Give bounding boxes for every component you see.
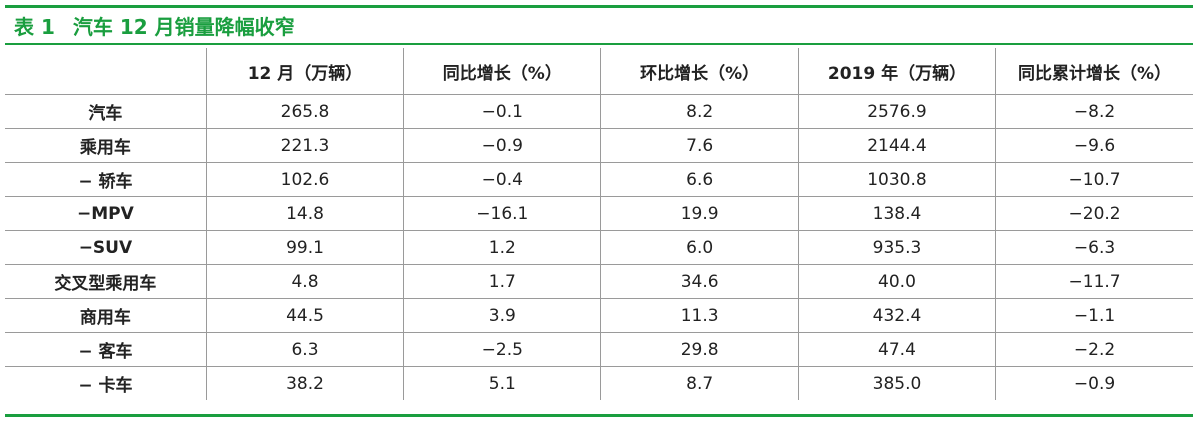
bottom-rule [5, 414, 1193, 417]
data-cell: 6.6 [600, 162, 799, 197]
row-label-cell: 乘用车 [5, 128, 207, 163]
data-cell: −6.3 [995, 230, 1193, 265]
row-label-cell: − 客车 [5, 332, 207, 367]
table-body: 汽车 265.8 −0.1 8.2 2576.9 −8.2 乘用车 221.3 −0.9 7.6 2… [5, 94, 1193, 400]
header-cell-cumulative-yoy: 同比累计增长（%） [995, 48, 1193, 95]
data-cell: −0.4 [403, 162, 602, 197]
data-cell: −16.1 [403, 196, 602, 231]
data-cell: −9.6 [995, 128, 1193, 163]
row-label-cell: −MPV [5, 196, 207, 231]
data-cell: 1030.8 [797, 162, 997, 197]
data-cell: 2144.4 [797, 128, 997, 163]
data-cell: 2576.9 [797, 94, 997, 129]
data-cell: −0.9 [403, 128, 602, 163]
data-cell: −0.1 [403, 94, 602, 129]
table-title-text: 汽车 12 月销量降幅收窄 [72, 15, 295, 39]
data-cell: 19.9 [600, 196, 799, 231]
header-cell-category [5, 48, 207, 95]
data-cell: 38.2 [205, 366, 405, 400]
data-cell: 44.5 [205, 298, 405, 333]
row-label-cell: − 卡车 [5, 366, 207, 400]
data-cell: −11.7 [995, 264, 1193, 299]
row-label-cell: 汽车 [5, 94, 207, 129]
data-cell: 1.2 [403, 230, 602, 265]
data-cell: 265.8 [205, 94, 405, 129]
data-cell: 40.0 [797, 264, 997, 299]
table-row: 商用车 44.5 3.9 11.3 432.4 −1.1 [5, 298, 1193, 333]
data-cell: 138.4 [797, 196, 997, 231]
data-cell: 385.0 [797, 366, 997, 400]
row-label-cell: −SUV [5, 230, 207, 265]
table-title: 表 1 汽车 12 月销量降幅收窄 [14, 10, 295, 44]
data-cell: 47.4 [797, 332, 997, 367]
data-cell: 102.6 [205, 162, 405, 197]
row-label-cell: 交叉型乘用车 [5, 264, 207, 299]
data-cell: −2.2 [995, 332, 1193, 367]
header-cell-2019-sales: 2019 年（万辆） [797, 48, 997, 95]
table-row: −MPV 14.8 −16.1 19.9 138.4 −20.2 [5, 196, 1193, 231]
data-cell: 14.8 [205, 196, 405, 231]
data-cell: 6.3 [205, 332, 405, 367]
data-cell: −0.9 [995, 366, 1193, 400]
table-row: − 客车 6.3 −2.5 29.8 47.4 −2.2 [5, 332, 1193, 367]
header-cell-yoy: 同比增长（%） [403, 48, 602, 95]
data-cell: 5.1 [403, 366, 602, 400]
data-cell: 935.3 [797, 230, 997, 265]
table-row: 乘用车 221.3 −0.9 7.6 2144.4 −9.6 [5, 128, 1193, 163]
data-cell: 1.7 [403, 264, 602, 299]
title-separator [5, 43, 1193, 45]
data-cell: 99.1 [205, 230, 405, 265]
header-cell-mom: 环比增长（%） [600, 48, 799, 95]
table-number: 表 1 [14, 15, 55, 39]
table-row: 交叉型乘用车 4.8 1.7 34.6 40.0 −11.7 [5, 264, 1193, 299]
row-label-cell: 商用车 [5, 298, 207, 333]
table-row: −SUV 99.1 1.2 6.0 935.3 −6.3 [5, 230, 1193, 265]
data-cell: −2.5 [403, 332, 602, 367]
table-row: − 轿车 102.6 −0.4 6.6 1030.8 −10.7 [5, 162, 1193, 197]
top-rule [5, 5, 1193, 8]
data-cell: −20.2 [995, 196, 1193, 231]
data-cell: 6.0 [600, 230, 799, 265]
data-cell: −8.2 [995, 94, 1193, 129]
row-label-cell: − 轿车 [5, 162, 207, 197]
data-cell: 7.6 [600, 128, 799, 163]
header-row: 12 月（万辆） 同比增长（%） 环比增长（%） 2019 年（万辆） 同比累计… [5, 48, 1193, 95]
sales-table: 12 月（万辆） 同比增长（%） 环比增长（%） 2019 年（万辆） 同比累计… [5, 48, 1193, 400]
data-cell: −1.1 [995, 298, 1193, 333]
table-row: 汽车 265.8 −0.1 8.2 2576.9 −8.2 [5, 94, 1193, 129]
data-cell: 4.8 [205, 264, 405, 299]
header-cell-dec-sales: 12 月（万辆） [205, 48, 405, 95]
data-cell: 8.2 [600, 94, 799, 129]
data-cell: 432.4 [797, 298, 997, 333]
data-cell: 3.9 [403, 298, 602, 333]
data-cell: 34.6 [600, 264, 799, 299]
data-cell: 11.3 [600, 298, 799, 333]
data-cell: −10.7 [995, 162, 1193, 197]
data-cell: 8.7 [600, 366, 799, 400]
data-cell: 221.3 [205, 128, 405, 163]
data-cell: 29.8 [600, 332, 799, 367]
table-row: − 卡车 38.2 5.1 8.7 385.0 −0.9 [5, 366, 1193, 400]
